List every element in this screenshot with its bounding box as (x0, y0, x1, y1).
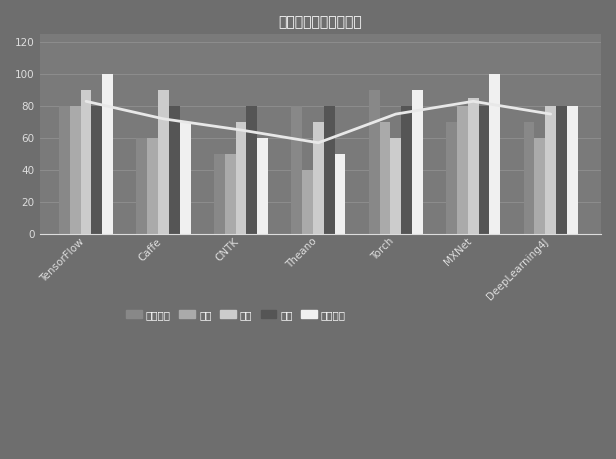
Bar (158, 90, 169, 234)
Legend: 模型设计, 接口, 部署, 性能, 架构设计: 模型设计, 接口, 部署, 性能, 架构设计 (122, 306, 350, 324)
Bar (545, 106, 556, 234)
Bar (446, 122, 457, 234)
Title: 主流深度学习框架对比: 主流深度学习框架对比 (278, 15, 362, 29)
Bar (379, 122, 391, 234)
Bar (479, 106, 490, 234)
Bar (535, 138, 545, 234)
Bar (412, 90, 423, 234)
Bar (180, 122, 190, 234)
Bar (334, 154, 346, 234)
Bar (524, 122, 535, 234)
Bar (313, 122, 324, 234)
Bar (70, 106, 81, 234)
Bar (59, 106, 70, 234)
Bar (556, 106, 567, 234)
Bar (291, 106, 302, 234)
Bar (457, 106, 468, 234)
Bar (302, 170, 313, 234)
Bar (92, 106, 102, 234)
Bar (468, 98, 479, 234)
Bar (246, 106, 257, 234)
Bar (81, 90, 92, 234)
Bar (324, 106, 334, 234)
Bar (147, 138, 158, 234)
Bar (136, 138, 147, 234)
Bar (369, 90, 379, 234)
Bar (257, 138, 268, 234)
Bar (225, 154, 235, 234)
Bar (567, 106, 578, 234)
Bar (102, 74, 113, 234)
Bar (169, 106, 180, 234)
Bar (235, 122, 246, 234)
Bar (391, 138, 401, 234)
Bar (490, 74, 500, 234)
Bar (401, 106, 412, 234)
Bar (214, 154, 225, 234)
